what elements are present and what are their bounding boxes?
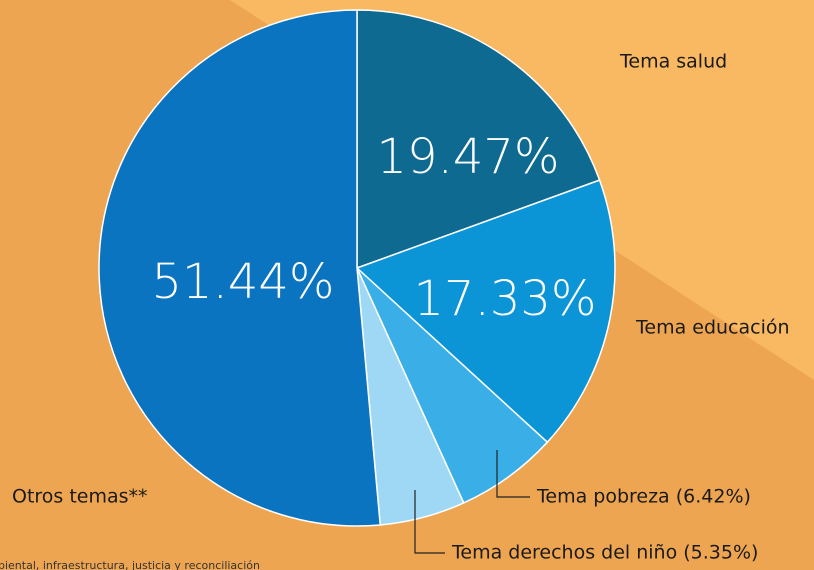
leader-line	[414, 490, 445, 554]
label: Tema derechos del niño (5.35%)	[451, 542, 758, 564]
label: Tema salud	[619, 51, 727, 73]
label: Tema pobreza (6.42%)	[536, 486, 751, 508]
pie-slice	[98, 9, 382, 527]
value-label: 51.44%	[151, 254, 334, 310]
label: Otros temas**	[12, 486, 148, 508]
footnote: biental, infraestructura, justicia y rec…	[0, 559, 260, 570]
pie-slice	[355, 179, 616, 444]
pie-slice	[356, 9, 601, 270]
value-label: 19.47%	[376, 129, 559, 185]
label: Tema educación	[635, 317, 790, 339]
value-label: 17.33%	[413, 271, 596, 327]
leader-line	[496, 450, 530, 498]
